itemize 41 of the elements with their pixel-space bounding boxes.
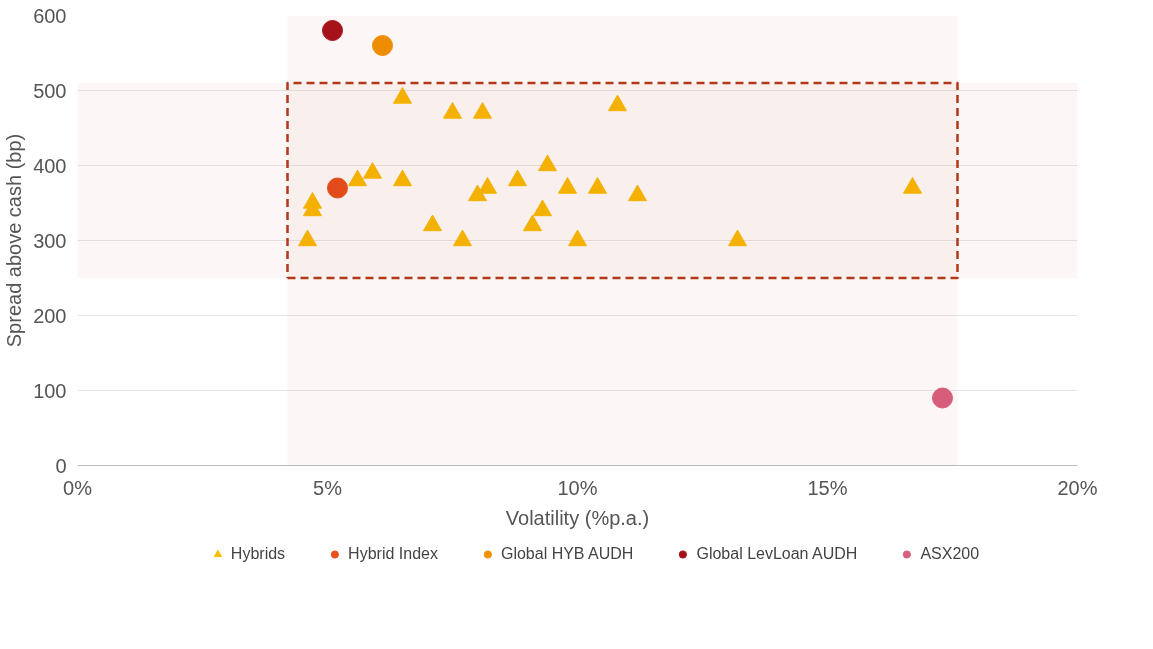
point	[443, 102, 462, 119]
x-tick-label: 20%	[1057, 476, 1098, 499]
point	[538, 154, 557, 172]
point	[533, 199, 552, 217]
point	[423, 214, 442, 232]
point	[508, 169, 527, 187]
point	[903, 177, 922, 194]
legend-label: Hybrids	[230, 544, 286, 563]
point	[393, 87, 412, 104]
y-tick-label: 500	[33, 79, 67, 102]
point	[348, 169, 367, 187]
y-tick-label: 0	[55, 454, 67, 477]
legend-label: Hybrid Index	[348, 544, 438, 563]
point	[523, 214, 542, 232]
point	[728, 229, 747, 247]
x-tick-label: 15%	[807, 476, 848, 499]
point	[608, 94, 627, 112]
x-tick-label: 5%	[313, 476, 343, 499]
point	[393, 169, 412, 187]
y-tick-label: 100	[33, 379, 67, 402]
y-tick-label: 400	[33, 154, 67, 177]
point	[588, 177, 607, 194]
point	[298, 229, 317, 247]
point	[363, 162, 382, 179]
y-tick-label: 200	[33, 304, 67, 327]
legend-label: Global HYB AUDH	[500, 544, 634, 563]
x-axis-title: Volatility (%p.a.)	[505, 506, 650, 529]
point	[478, 177, 497, 194]
point	[568, 229, 587, 247]
point	[628, 184, 647, 202]
point	[303, 192, 322, 209]
point	[473, 102, 492, 119]
legend-label: ASX200	[920, 544, 980, 563]
y-tick-label: 300	[33, 229, 67, 252]
x-tick-label: 0%	[63, 476, 93, 499]
y-axis-title: Spread above cash (bp)	[3, 133, 26, 348]
y-tick-label: 600	[33, 4, 67, 27]
x-tick-label: 10%	[557, 476, 598, 499]
point	[453, 229, 472, 247]
legend-label: Global LevLoan AUDH	[696, 544, 858, 563]
point	[558, 177, 577, 194]
